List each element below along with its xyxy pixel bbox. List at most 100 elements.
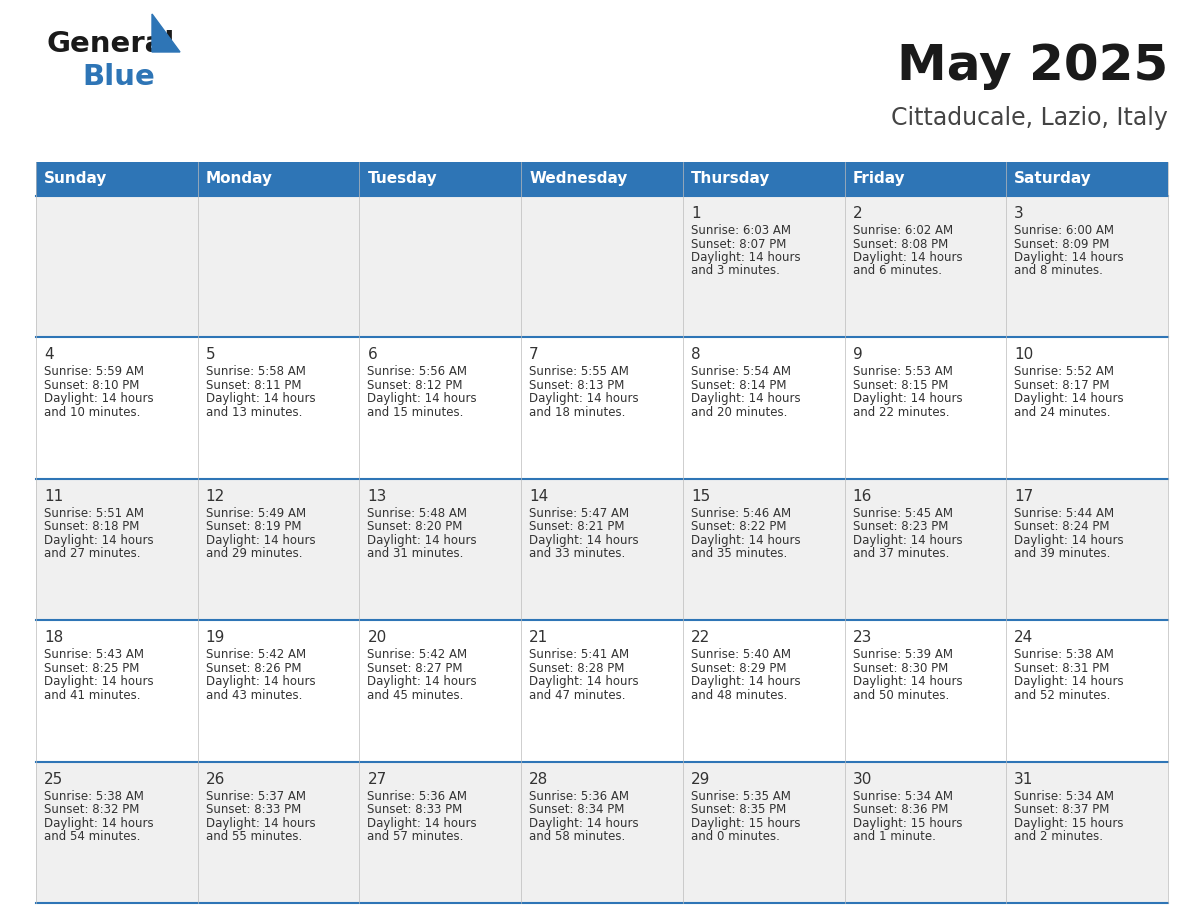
Text: Daylight: 14 hours: Daylight: 14 hours <box>529 533 639 547</box>
Text: Sunset: 8:37 PM: Sunset: 8:37 PM <box>1015 803 1110 816</box>
Bar <box>522 162 683 196</box>
Text: 16: 16 <box>853 488 872 504</box>
Text: Sunrise: 5:34 AM: Sunrise: 5:34 AM <box>853 789 953 802</box>
Text: and 27 minutes.: and 27 minutes. <box>44 547 140 560</box>
Text: and 47 minutes.: and 47 minutes. <box>529 688 626 701</box>
Text: and 45 minutes.: and 45 minutes. <box>367 688 463 701</box>
Text: Sunset: 8:35 PM: Sunset: 8:35 PM <box>691 803 786 816</box>
Text: Daylight: 14 hours: Daylight: 14 hours <box>367 392 478 406</box>
Text: 14: 14 <box>529 488 549 504</box>
Text: and 41 minutes.: and 41 minutes. <box>44 688 140 701</box>
Text: Daylight: 14 hours: Daylight: 14 hours <box>1015 533 1124 547</box>
Text: 19: 19 <box>206 630 225 645</box>
Text: Sunrise: 5:43 AM: Sunrise: 5:43 AM <box>44 648 144 661</box>
Bar <box>36 479 1168 621</box>
Text: and 22 minutes.: and 22 minutes. <box>853 406 949 419</box>
Text: 30: 30 <box>853 772 872 787</box>
Text: Daylight: 14 hours: Daylight: 14 hours <box>1015 251 1124 264</box>
Text: Sunset: 8:19 PM: Sunset: 8:19 PM <box>206 521 302 533</box>
Text: 28: 28 <box>529 772 549 787</box>
Text: Sunrise: 5:38 AM: Sunrise: 5:38 AM <box>44 789 144 802</box>
Text: 20: 20 <box>367 630 386 645</box>
Text: and 35 minutes.: and 35 minutes. <box>691 547 788 560</box>
Text: and 54 minutes.: and 54 minutes. <box>44 830 140 843</box>
Text: Sunset: 8:18 PM: Sunset: 8:18 PM <box>44 521 139 533</box>
Text: Sunrise: 5:41 AM: Sunrise: 5:41 AM <box>529 648 630 661</box>
Text: Sunset: 8:30 PM: Sunset: 8:30 PM <box>853 662 948 675</box>
Text: and 50 minutes.: and 50 minutes. <box>853 688 949 701</box>
Text: Daylight: 14 hours: Daylight: 14 hours <box>853 533 962 547</box>
Text: Daylight: 14 hours: Daylight: 14 hours <box>44 676 153 688</box>
Text: Sunrise: 5:56 AM: Sunrise: 5:56 AM <box>367 365 467 378</box>
Text: and 15 minutes.: and 15 minutes. <box>367 406 463 419</box>
Text: Daylight: 14 hours: Daylight: 14 hours <box>529 392 639 406</box>
Text: Sunset: 8:15 PM: Sunset: 8:15 PM <box>853 379 948 392</box>
Text: 23: 23 <box>853 630 872 645</box>
Text: Sunset: 8:09 PM: Sunset: 8:09 PM <box>1015 238 1110 251</box>
Text: Daylight: 14 hours: Daylight: 14 hours <box>206 392 315 406</box>
Bar <box>36 621 1168 762</box>
Text: and 2 minutes.: and 2 minutes. <box>1015 830 1104 843</box>
Text: Sunset: 8:08 PM: Sunset: 8:08 PM <box>853 238 948 251</box>
Text: Sunrise: 5:38 AM: Sunrise: 5:38 AM <box>1015 648 1114 661</box>
Text: Sunset: 8:31 PM: Sunset: 8:31 PM <box>1015 662 1110 675</box>
Text: and 37 minutes.: and 37 minutes. <box>853 547 949 560</box>
Text: Sunrise: 5:39 AM: Sunrise: 5:39 AM <box>853 648 953 661</box>
Text: Sunset: 8:29 PM: Sunset: 8:29 PM <box>691 662 786 675</box>
Text: Sunset: 8:14 PM: Sunset: 8:14 PM <box>691 379 786 392</box>
Text: and 43 minutes.: and 43 minutes. <box>206 688 302 701</box>
Text: and 24 minutes.: and 24 minutes. <box>1015 406 1111 419</box>
Bar <box>1006 162 1168 196</box>
Text: Sunset: 8:34 PM: Sunset: 8:34 PM <box>529 803 625 816</box>
Text: Sunrise: 5:40 AM: Sunrise: 5:40 AM <box>691 648 791 661</box>
Text: Sunrise: 5:59 AM: Sunrise: 5:59 AM <box>44 365 144 378</box>
Bar <box>845 162 1006 196</box>
Text: Sunset: 8:33 PM: Sunset: 8:33 PM <box>206 803 301 816</box>
Text: 2: 2 <box>853 206 862 221</box>
Text: Daylight: 14 hours: Daylight: 14 hours <box>691 251 801 264</box>
Text: 5: 5 <box>206 347 215 363</box>
Text: Sunset: 8:32 PM: Sunset: 8:32 PM <box>44 803 139 816</box>
Text: Sunset: 8:33 PM: Sunset: 8:33 PM <box>367 803 462 816</box>
Text: 11: 11 <box>44 488 63 504</box>
Text: Sunset: 8:10 PM: Sunset: 8:10 PM <box>44 379 139 392</box>
Text: Daylight: 14 hours: Daylight: 14 hours <box>206 533 315 547</box>
Text: and 57 minutes.: and 57 minutes. <box>367 830 463 843</box>
Text: Saturday: Saturday <box>1015 172 1092 186</box>
Polygon shape <box>152 14 181 52</box>
Text: and 20 minutes.: and 20 minutes. <box>691 406 788 419</box>
Text: and 52 minutes.: and 52 minutes. <box>1015 688 1111 701</box>
Text: Sunset: 8:11 PM: Sunset: 8:11 PM <box>206 379 302 392</box>
Text: General: General <box>46 30 175 58</box>
Text: and 29 minutes.: and 29 minutes. <box>206 547 302 560</box>
Bar <box>36 162 197 196</box>
Text: Sunset: 8:36 PM: Sunset: 8:36 PM <box>853 803 948 816</box>
Text: Sunrise: 5:48 AM: Sunrise: 5:48 AM <box>367 507 467 520</box>
Text: and 33 minutes.: and 33 minutes. <box>529 547 625 560</box>
Text: 7: 7 <box>529 347 539 363</box>
Text: Sunrise: 5:47 AM: Sunrise: 5:47 AM <box>529 507 630 520</box>
Text: and 48 minutes.: and 48 minutes. <box>691 688 788 701</box>
Text: Daylight: 14 hours: Daylight: 14 hours <box>367 817 478 830</box>
Text: 13: 13 <box>367 488 387 504</box>
Text: Daylight: 14 hours: Daylight: 14 hours <box>691 392 801 406</box>
Text: 4: 4 <box>44 347 53 363</box>
Text: Daylight: 14 hours: Daylight: 14 hours <box>853 392 962 406</box>
Text: Sunrise: 6:02 AM: Sunrise: 6:02 AM <box>853 224 953 237</box>
Text: 24: 24 <box>1015 630 1034 645</box>
Text: 17: 17 <box>1015 488 1034 504</box>
Text: Daylight: 14 hours: Daylight: 14 hours <box>853 676 962 688</box>
Text: 8: 8 <box>691 347 701 363</box>
Text: 21: 21 <box>529 630 549 645</box>
Text: 9: 9 <box>853 347 862 363</box>
Text: Sunset: 8:21 PM: Sunset: 8:21 PM <box>529 521 625 533</box>
Text: Daylight: 14 hours: Daylight: 14 hours <box>44 392 153 406</box>
Text: Sunrise: 5:36 AM: Sunrise: 5:36 AM <box>529 789 630 802</box>
Text: Daylight: 14 hours: Daylight: 14 hours <box>1015 676 1124 688</box>
Text: Daylight: 15 hours: Daylight: 15 hours <box>1015 817 1124 830</box>
Text: 3: 3 <box>1015 206 1024 221</box>
Text: Sunset: 8:13 PM: Sunset: 8:13 PM <box>529 379 625 392</box>
Text: and 39 minutes.: and 39 minutes. <box>1015 547 1111 560</box>
Text: 31: 31 <box>1015 772 1034 787</box>
Text: Sunrise: 5:54 AM: Sunrise: 5:54 AM <box>691 365 791 378</box>
